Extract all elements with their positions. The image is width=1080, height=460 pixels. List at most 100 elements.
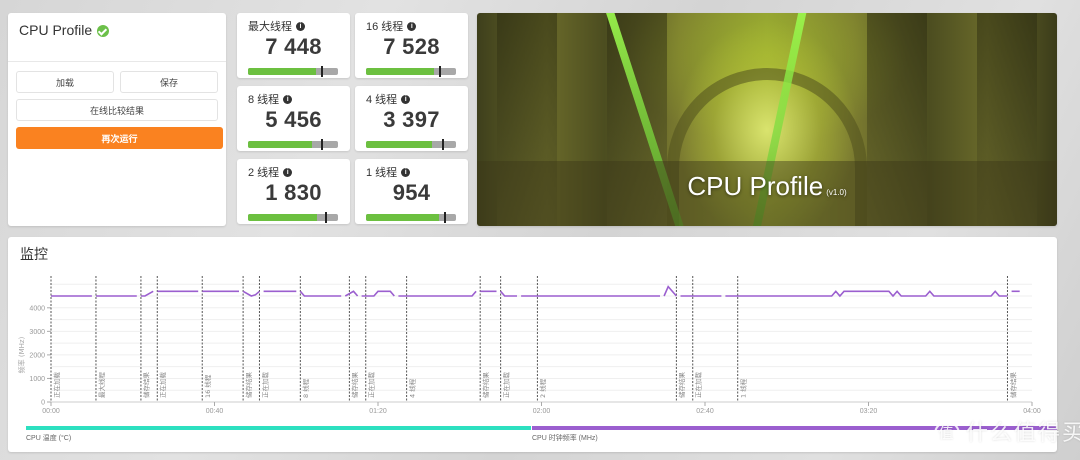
y-tick-label: 1000 [29, 376, 45, 383]
info-icon[interactable]: i [401, 94, 411, 104]
info-icon[interactable]: i [407, 21, 417, 31]
clock-line-segment [242, 290, 261, 297]
y-tick-label: 4000 [29, 305, 45, 312]
watermark: 值什么值得买 [933, 415, 1080, 448]
phase-marker-label: 16 线程 [203, 374, 212, 398]
phase-marker-label: 储存结果 [350, 372, 359, 399]
watermark-text: 什么值得买 [965, 420, 1080, 445]
phase-marker-label: 储存结果 [481, 372, 490, 399]
score-bar-fill [366, 214, 439, 221]
score-label-text: 1 线程 [366, 167, 398, 179]
run-again-button[interactable]: 再次运行 [16, 127, 223, 149]
x-tick-label: 00:40 [206, 408, 224, 415]
score-label-text: 16 线程 [366, 21, 404, 33]
monitor-heading: 监控 [20, 247, 48, 263]
check-circle-icon [97, 25, 110, 37]
score-label: 8 线程 i [248, 91, 293, 107]
control-title-row: CPU Profile [8, 13, 226, 62]
x-tick-label: 03:20 [860, 408, 878, 415]
banner-decor-pillar [977, 13, 1037, 226]
score-label-text: 8 线程 [248, 94, 280, 106]
score-bar-fill [248, 68, 317, 75]
phase-marker-label: 正在加载 [52, 372, 61, 399]
watermark-logo-icon: 值 [933, 421, 960, 448]
score-value: 7 448 [265, 34, 322, 59]
clock-line-segment [725, 290, 1008, 298]
phase-marker-label: 4 线程 [407, 378, 416, 398]
frequency-chart: 0 1000 2000 3000 4000 频率 (MHz) 00:00 00:40 01:20… [17, 276, 1041, 415]
score-value: 954 [392, 180, 431, 205]
score-label: 2 线程 i [248, 164, 293, 180]
score-label: 4 线程 i [366, 91, 411, 107]
score-bar-marker [441, 139, 444, 150]
x-tick-label: 02:00 [533, 408, 551, 415]
y-axis-label: 频率 (MHz) [17, 336, 26, 373]
banner-decor-pillar [497, 13, 557, 226]
score-label-text: 4 线程 [366, 94, 398, 106]
score-label: 1 线程 i [366, 164, 411, 180]
score-bar-marker [320, 139, 323, 150]
clock-line-segment [344, 290, 359, 297]
clock-line-segment [361, 290, 395, 297]
score-bar-marker [320, 66, 323, 77]
phase-marker-label: 储存结果 [244, 372, 253, 399]
legend-clock-label[interactable]: CPU 时钟频率 (MHz) [532, 435, 598, 442]
score-bar [366, 139, 456, 150]
clock-line-segment [398, 290, 477, 297]
info-icon[interactable]: i [283, 167, 293, 177]
clock-line-segment [663, 285, 678, 297]
score-label-text: 最大线程 [248, 21, 292, 33]
phase-marker-label: 1 线程 [738, 378, 747, 398]
x-tick-label: 01:20 [369, 408, 387, 415]
y-tick-label: 3000 [29, 329, 45, 336]
phase-marker-label: 2 线程 [538, 378, 547, 398]
banner-title-strip [477, 161, 1057, 226]
x-tick-label: 04:00 [1023, 408, 1041, 415]
score-bar [366, 66, 456, 77]
load-button[interactable]: 加载 [16, 71, 114, 93]
score-bar-fill [248, 141, 312, 148]
phase-marker-label: 正在加载 [158, 372, 167, 399]
score-value: 7 528 [383, 34, 440, 59]
score-value: 3 397 [383, 107, 440, 132]
banner-title-text: CPU Profile [687, 171, 824, 201]
score-card: 4 线程 i 3 397 [355, 86, 468, 151]
phase-marker-label: 储存结果 [1008, 372, 1017, 399]
score-label-text: 2 线程 [248, 167, 280, 179]
score-bar-marker [444, 212, 447, 223]
score-card: 8 线程 i 5 456 [237, 86, 350, 151]
x-tick-label: 02:40 [696, 408, 714, 415]
x-tick-label: 00:00 [42, 408, 60, 415]
score-label: 最大线程 i [248, 18, 305, 34]
y-tick-label: 0 [41, 400, 45, 407]
y-tick-label: 2000 [29, 352, 45, 359]
banner-version: (v1.0) [826, 188, 847, 197]
monitor-panel: 监控 0 1000 2000 3000 4000 频率 (MHz) 00:00 00:40 01… [8, 237, 1057, 452]
score-label: 16 线程 i [366, 18, 417, 34]
info-icon[interactable]: i [283, 94, 293, 104]
compare-online-button[interactable]: 在线比较结果 [16, 99, 218, 121]
phase-marker-label: 储存结果 [677, 372, 686, 399]
legend-clock-bar[interactable] [532, 426, 1057, 430]
score-bar-marker [325, 212, 328, 223]
clock-line-segment [140, 290, 154, 297]
phase-marker-label: 8 线程 [301, 378, 310, 398]
legend-temp-label[interactable]: CPU 温度 (°C) [26, 435, 72, 442]
banner-decor-pillar [867, 13, 927, 226]
legend-temp-bar[interactable] [26, 426, 531, 430]
score-card: 最大线程 i 7 448 [237, 13, 350, 78]
banner-image: CPU Profile (v1.0) [477, 13, 1057, 226]
info-icon[interactable]: i [401, 167, 411, 177]
banner-title: CPU Profile (v1.0) [477, 171, 1057, 202]
clock-line-segment [499, 290, 517, 297]
info-icon[interactable]: i [296, 21, 305, 31]
phase-marker-label: 正在加载 [367, 372, 376, 399]
score-bar [248, 212, 338, 223]
clock-line-segment [299, 290, 342, 297]
score-card: 2 线程 i 1 830 [237, 159, 350, 224]
phase-marker-label: 正在加载 [501, 372, 510, 399]
test-title: CPU Profile [19, 22, 93, 38]
score-value: 5 456 [265, 107, 322, 132]
score-bar-marker [438, 66, 441, 77]
save-button[interactable]: 保存 [120, 71, 218, 93]
